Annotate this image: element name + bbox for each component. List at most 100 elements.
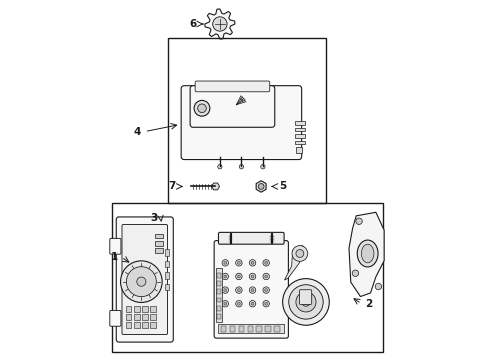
Circle shape xyxy=(296,292,316,312)
Circle shape xyxy=(265,302,268,305)
Circle shape xyxy=(302,298,310,306)
Circle shape xyxy=(222,287,228,293)
FancyBboxPatch shape xyxy=(219,232,284,244)
Bar xyxy=(134,314,140,320)
Circle shape xyxy=(222,301,228,307)
Circle shape xyxy=(238,261,240,264)
Circle shape xyxy=(218,165,222,169)
Bar xyxy=(216,268,222,321)
Polygon shape xyxy=(205,9,235,39)
Bar xyxy=(134,306,140,312)
Circle shape xyxy=(126,267,156,297)
Bar xyxy=(165,261,169,267)
Circle shape xyxy=(121,261,162,302)
Ellipse shape xyxy=(357,240,378,267)
FancyBboxPatch shape xyxy=(181,86,302,159)
Bar xyxy=(217,298,220,302)
FancyBboxPatch shape xyxy=(122,225,168,334)
Circle shape xyxy=(224,275,227,278)
Bar xyxy=(239,326,245,332)
Circle shape xyxy=(263,260,270,266)
Circle shape xyxy=(249,287,256,293)
Bar xyxy=(217,289,220,294)
Bar xyxy=(256,326,262,332)
Circle shape xyxy=(238,289,240,292)
Circle shape xyxy=(289,285,323,319)
Bar xyxy=(165,284,169,290)
Bar xyxy=(295,121,305,125)
Circle shape xyxy=(251,302,254,305)
Bar xyxy=(150,306,156,312)
Circle shape xyxy=(224,289,227,292)
Polygon shape xyxy=(212,183,220,190)
FancyBboxPatch shape xyxy=(116,217,173,342)
Bar xyxy=(295,128,305,131)
FancyBboxPatch shape xyxy=(110,310,121,326)
Circle shape xyxy=(137,277,146,286)
Circle shape xyxy=(283,279,329,325)
Bar xyxy=(150,314,156,320)
Bar xyxy=(150,322,156,328)
Circle shape xyxy=(251,261,254,264)
FancyBboxPatch shape xyxy=(190,86,275,127)
Bar xyxy=(125,314,131,320)
Circle shape xyxy=(213,17,227,31)
FancyBboxPatch shape xyxy=(299,290,312,305)
Circle shape xyxy=(194,100,210,116)
Circle shape xyxy=(292,246,308,261)
Circle shape xyxy=(249,301,256,307)
Bar xyxy=(142,322,148,328)
Circle shape xyxy=(236,273,242,280)
Circle shape xyxy=(265,261,268,264)
Circle shape xyxy=(249,260,256,266)
Bar xyxy=(155,248,163,253)
Bar xyxy=(217,273,220,278)
Bar xyxy=(125,322,131,328)
Bar xyxy=(168,39,326,203)
Bar xyxy=(217,306,220,311)
Bar xyxy=(274,326,280,332)
Circle shape xyxy=(263,273,270,280)
Bar xyxy=(266,326,271,332)
Circle shape xyxy=(222,273,228,280)
Circle shape xyxy=(222,260,228,266)
Circle shape xyxy=(263,301,270,307)
Circle shape xyxy=(258,184,264,189)
Circle shape xyxy=(249,273,256,280)
Circle shape xyxy=(251,289,254,292)
Bar xyxy=(295,140,305,144)
Bar xyxy=(217,314,220,319)
Bar xyxy=(218,324,285,333)
Circle shape xyxy=(238,302,240,305)
Circle shape xyxy=(236,301,242,307)
Bar xyxy=(230,326,235,332)
FancyBboxPatch shape xyxy=(195,81,270,92)
Text: 5: 5 xyxy=(279,181,286,192)
Circle shape xyxy=(224,261,227,264)
Circle shape xyxy=(236,260,242,266)
Circle shape xyxy=(238,275,240,278)
FancyBboxPatch shape xyxy=(110,238,121,254)
Circle shape xyxy=(236,287,242,293)
Circle shape xyxy=(263,287,270,293)
Text: 4: 4 xyxy=(134,127,141,136)
Text: 6: 6 xyxy=(189,19,196,29)
Text: 3: 3 xyxy=(150,213,157,222)
Circle shape xyxy=(197,104,206,113)
Bar xyxy=(142,314,148,320)
Bar xyxy=(220,326,226,332)
Bar xyxy=(112,203,383,352)
Circle shape xyxy=(356,218,362,225)
Ellipse shape xyxy=(361,244,374,263)
Circle shape xyxy=(375,283,382,290)
Bar xyxy=(217,281,220,286)
Circle shape xyxy=(261,165,265,169)
Bar xyxy=(155,234,163,238)
Bar xyxy=(165,249,169,256)
Circle shape xyxy=(352,270,359,276)
Bar xyxy=(296,147,302,153)
Circle shape xyxy=(224,302,227,305)
Text: 1: 1 xyxy=(110,252,118,262)
Circle shape xyxy=(251,275,254,278)
Bar xyxy=(295,134,305,138)
